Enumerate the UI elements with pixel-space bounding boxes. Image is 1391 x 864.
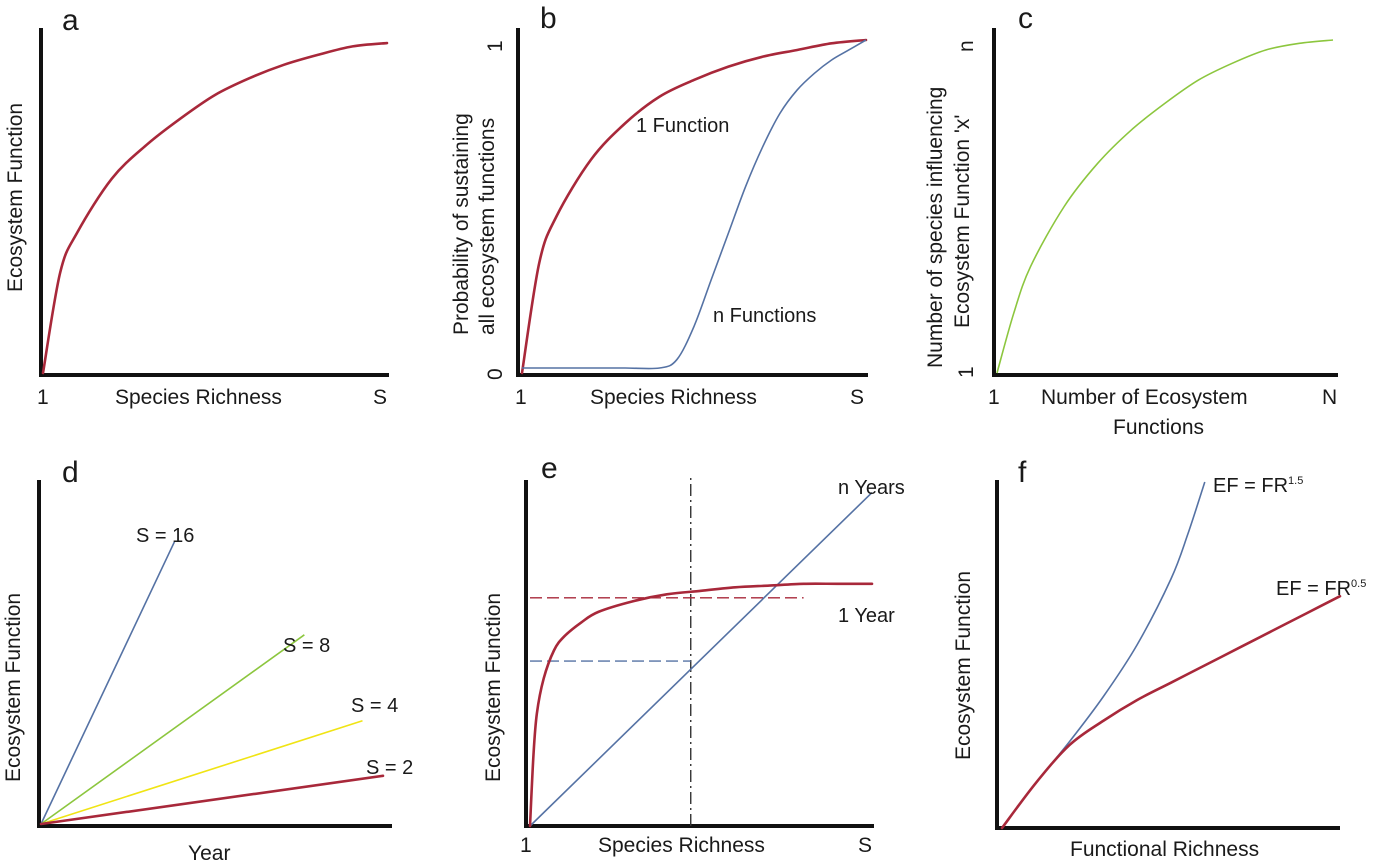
series-label-fr15: EF = FR1.5 xyxy=(1213,475,1303,497)
series-line-d-1 xyxy=(40,541,176,825)
y-tick-start-b: 0 xyxy=(484,368,507,380)
series-line-e-1 xyxy=(529,491,873,827)
x-tick-start-b: 1 xyxy=(515,386,527,409)
panel-letter-d: d xyxy=(62,456,79,489)
panel-b: b 1 Species Richness S 0 1 Probability o… xyxy=(450,2,868,409)
x-axis-label-e: Species Richness xyxy=(598,834,765,857)
series-line-f-1 xyxy=(1001,481,1206,829)
plot-area-b xyxy=(520,38,868,375)
panel-letter-f: f xyxy=(1018,456,1027,489)
x-tick-start-c: 1 xyxy=(988,386,1000,409)
series-label-1-year: 1 Year xyxy=(838,605,895,627)
plot-area-d xyxy=(39,541,385,826)
y-tick-end-b: 1 xyxy=(484,40,507,52)
axis-frame-e xyxy=(524,480,874,828)
axis-frame-b xyxy=(516,28,868,377)
plot-area-f xyxy=(1000,481,1342,830)
series-line-b-1 xyxy=(520,38,868,375)
series-label-s4: S = 4 xyxy=(351,695,398,717)
panel-d: d Year Ecosystem Function S = 16 S = 8 S… xyxy=(2,456,413,864)
y-axis-label-c-line2: Ecosystem Function 'x' xyxy=(951,115,974,328)
y-axis-label-f: Ecosystem Function xyxy=(952,571,975,760)
series-line-b-2 xyxy=(522,39,867,370)
panel-f: f Functional Richness Ecosystem Function… xyxy=(952,456,1366,861)
x-axis-label-f: Functional Richness xyxy=(1070,838,1259,861)
x-tick-end-e: S xyxy=(858,834,872,857)
x-axis-label-d: Year xyxy=(188,842,230,864)
series-label-1-function: 1 Function xyxy=(636,115,729,137)
series-label-fr15-base: EF = FR xyxy=(1213,475,1288,497)
series-label-n-years: n Years xyxy=(838,477,905,499)
x-tick-start-e: 1 xyxy=(520,834,532,857)
y-axis-label-d: Ecosystem Function xyxy=(2,593,25,782)
y-axis-label-b-line2: all ecosystem functions xyxy=(476,118,499,335)
series-line-e-2 xyxy=(528,582,874,828)
plot-area-c xyxy=(996,39,1334,374)
x-tick-end-a: S xyxy=(373,386,387,409)
series-label-fr05-exp: 0.5 xyxy=(1351,578,1366,590)
x-axis-label-a: Species Richness xyxy=(115,386,282,409)
y-tick-start-c: 1 xyxy=(955,366,978,378)
y-axis-label-b-line1: Probability of sustaining xyxy=(450,113,473,335)
series-label-fr05: EF = FR0.5 xyxy=(1276,578,1366,600)
series-line-d-4 xyxy=(39,774,385,826)
series-line-c-1 xyxy=(996,39,1334,374)
x-axis-label-c-line1: Number of Ecosystem xyxy=(1041,386,1248,409)
axis-frame-a xyxy=(39,28,389,377)
panel-c: c 1 Number of Ecosystem Functions N 1 n … xyxy=(924,2,1338,439)
x-tick-start-a: 1 xyxy=(37,386,49,409)
x-axis-label-b: Species Richness xyxy=(590,386,757,409)
series-line-f-2 xyxy=(1000,594,1342,830)
panel-letter-b: b xyxy=(540,2,557,35)
panel-letter-c: c xyxy=(1018,2,1033,35)
x-axis-label-c-line2: Functions xyxy=(1113,416,1204,439)
panel-a: a 1 Species Richness S Ecosystem Functio… xyxy=(4,4,389,409)
series-label-s16: S = 16 xyxy=(136,525,194,547)
y-axis-label-e: Ecosystem Function xyxy=(482,593,505,782)
plot-area-a xyxy=(41,41,389,375)
series-label-s8: S = 8 xyxy=(283,635,330,657)
panel-e: e 1 Species Richness S Ecosystem Functio… xyxy=(482,452,905,857)
series-line-d-2 xyxy=(40,634,305,825)
series-line-d-3 xyxy=(40,720,363,825)
y-axis-label-a: Ecosystem Function xyxy=(4,103,27,292)
panel-letter-e: e xyxy=(541,452,558,485)
axis-frame-f xyxy=(995,480,1340,830)
axis-frame-d xyxy=(37,480,392,828)
series-label-s2: S = 2 xyxy=(366,757,413,779)
panel-letter-a: a xyxy=(62,4,79,37)
x-tick-end-b: S xyxy=(850,386,864,409)
plot-area-e xyxy=(528,475,874,828)
series-label-n-functions: n Functions xyxy=(713,305,816,327)
y-tick-end-c: n xyxy=(955,40,978,52)
axis-frame-c xyxy=(992,28,1338,377)
series-label-fr15-exp: 1.5 xyxy=(1288,475,1303,487)
series-label-fr05-base: EF = FR xyxy=(1276,578,1351,600)
x-tick-end-c: N xyxy=(1322,386,1337,409)
series-line-a-1 xyxy=(41,41,389,375)
y-axis-label-c-line1: Number of species influencing xyxy=(924,87,947,368)
